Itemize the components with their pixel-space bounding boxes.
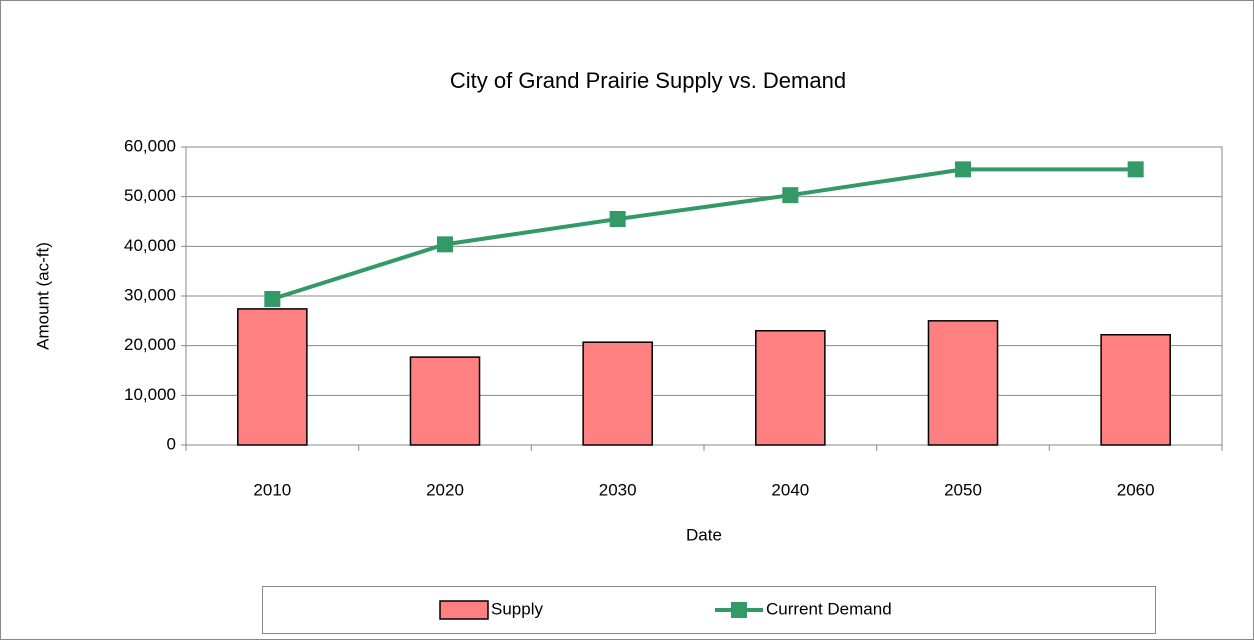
legend-box — [262, 586, 1156, 634]
x-tick-label: 2040 — [771, 480, 809, 499]
bar — [582, 341, 653, 446]
y-tick-label: 10,000 — [124, 385, 176, 404]
marker — [782, 187, 799, 204]
marker — [955, 161, 971, 178]
x-tick-label: 2060 — [1117, 480, 1155, 499]
bar — [237, 308, 308, 446]
marker — [1127, 161, 1144, 178]
bar — [409, 356, 481, 446]
y-tick-label: 50,000 — [124, 186, 176, 205]
legend-swatch — [439, 600, 489, 620]
y-tick-label: 60,000 — [124, 136, 176, 155]
y-tick-label: 20,000 — [124, 335, 176, 354]
y-tick-label: 0 — [167, 434, 176, 453]
legend-marker — [731, 602, 747, 618]
x-tick-label: 2050 — [944, 480, 982, 499]
legend-label: Supply — [491, 599, 543, 618]
chart-title: City of Grand Prairie Supply vs. Demand — [450, 68, 846, 93]
bar — [1100, 333, 1171, 446]
marker — [609, 211, 626, 228]
line — [271, 167, 1136, 301]
x-axis-title: Date — [686, 525, 722, 544]
x-tick-label: 2030 — [599, 480, 637, 499]
y-tick-label: 30,000 — [124, 285, 176, 304]
marker — [437, 236, 453, 253]
y-tick-label: 40,000 — [124, 236, 176, 255]
bar — [927, 320, 999, 446]
x-tick-label: 2020 — [426, 480, 464, 499]
marker — [264, 290, 281, 307]
x-tick-label: 2010 — [253, 480, 291, 499]
bar — [755, 330, 826, 446]
legend-label: Current Demand — [766, 599, 892, 618]
y-axis-title: Amount (ac-ft) — [33, 242, 52, 350]
